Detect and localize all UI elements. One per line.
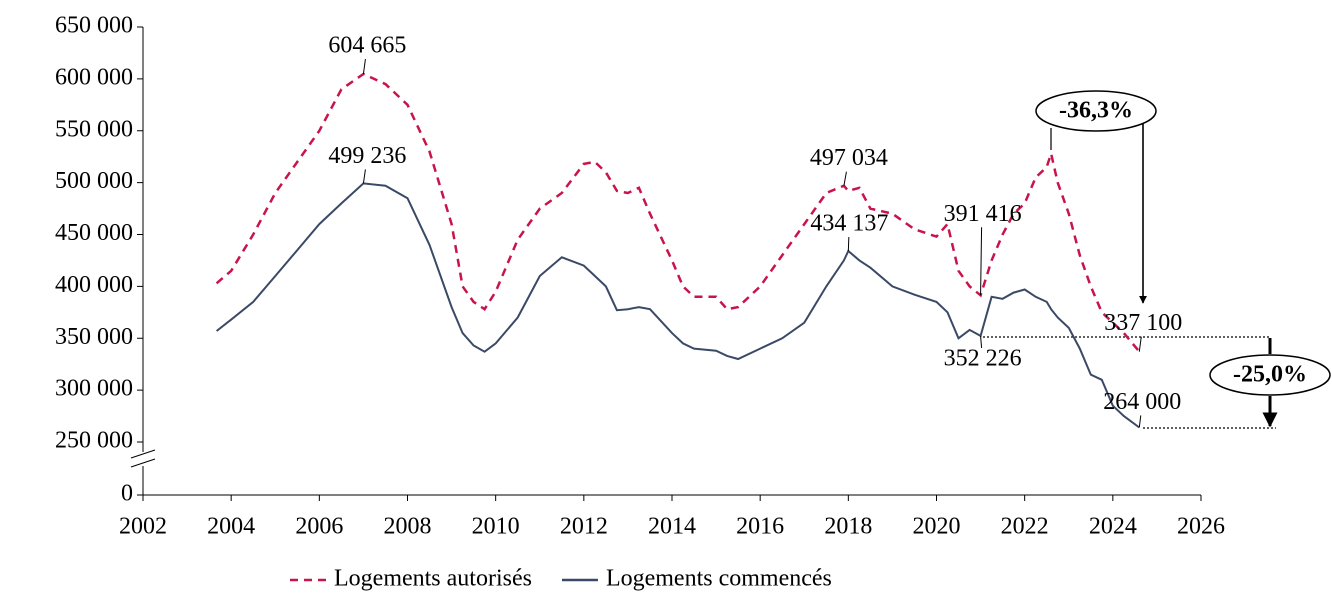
value-label: 391 416 [944,201,1022,227]
y-tick-label: 400 000 [55,272,133,298]
x-tick-label: 2018 [824,514,872,540]
value-label: 434 137 [810,210,888,236]
y-tick-label: 500 000 [55,168,133,194]
annotation-bubble [1209,354,1331,396]
label-leader [362,58,366,75]
label-leader [1138,336,1142,352]
y-tick-label: 0 [121,481,133,507]
x-tick-label: 2024 [1089,514,1137,540]
legend-label: Logements autorisés [334,566,532,592]
label-leader [847,236,850,251]
annotation-arrows [983,111,1278,429]
x-tick-label: 2022 [1001,514,1049,540]
series-line [215,182,1140,429]
value-label: 352 226 [944,345,1022,371]
x-tick-label: 2004 [207,514,255,540]
series-line [215,72,1141,353]
label-leader [362,169,366,184]
legend-label: Logements commencés [606,566,832,592]
x-tick-label: 2026 [1177,514,1225,540]
axis-break [130,449,156,468]
value-label: 264 000 [1103,389,1181,415]
y-tick-label: 250 000 [55,428,133,454]
value-label: 604 665 [328,33,406,59]
x-tick-label: 2016 [736,514,784,540]
x-tick-label: 2006 [295,514,343,540]
x-tick-label: 2014 [648,514,696,540]
legend-item: Logements commencés [561,566,832,592]
label-leader [1138,415,1142,428]
annotation: -36,3% [1059,98,1133,124]
label-leader [980,335,983,348]
label-leader [980,227,983,296]
y-tick-label: 350 000 [55,324,133,350]
value-label: 337 100 [1104,310,1182,336]
value-label: 497 034 [810,145,888,171]
legend-item: Logements autorisés [290,566,532,592]
value-label: 499 236 [328,143,406,169]
y-tick-label: 650 000 [55,13,133,39]
y-tick-label: 550 000 [55,116,133,142]
x-tick-label: 2002 [119,514,167,540]
x-tick-label: 2020 [913,514,961,540]
x-tick-label: 2010 [472,514,520,540]
y-tick-label: 600 000 [55,64,133,90]
y-tick-label: 450 000 [55,220,133,246]
y-tick-label: 300 000 [55,376,133,402]
annotation: -25,0% [1233,362,1307,388]
x-tick-label: 2008 [384,514,432,540]
x-tick-label: 2012 [560,514,608,540]
annotation-bubble [1035,90,1157,132]
label-leader [843,171,847,186]
